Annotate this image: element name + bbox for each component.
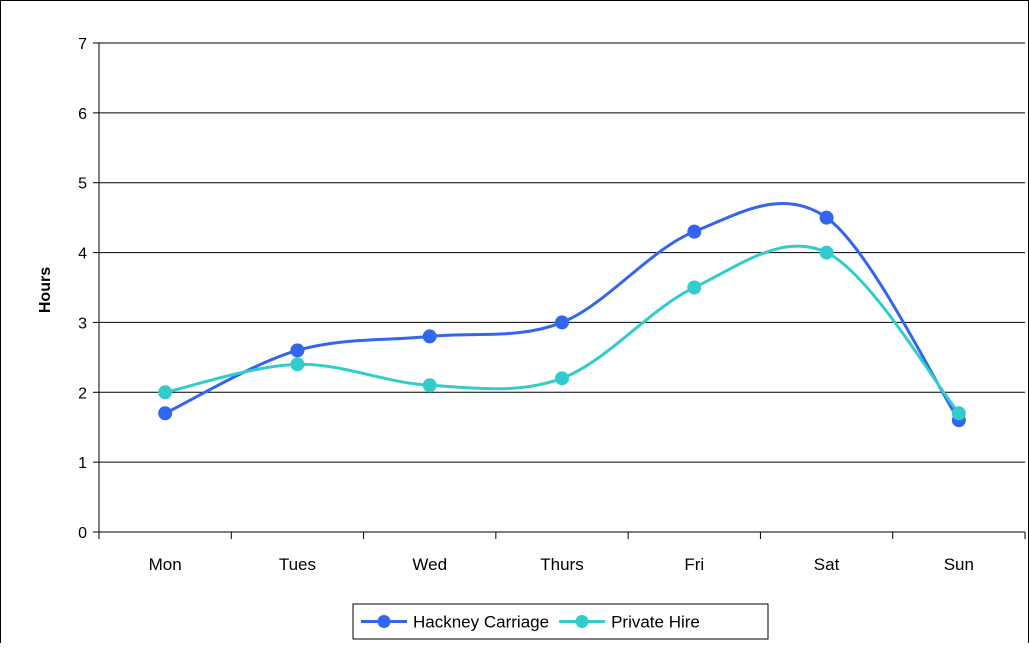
x-tick-label: Sat	[814, 555, 840, 574]
x-tick-label: Fri	[684, 555, 704, 574]
legend-label-hackney-carriage: Hackney Carriage	[413, 613, 549, 632]
data-point-private-hire	[158, 385, 173, 400]
data-point-private-hire	[951, 406, 966, 421]
data-point-private-hire	[555, 371, 569, 386]
y-axis-title: Hours	[37, 267, 54, 313]
data-point-hackney-carriage	[158, 406, 173, 421]
y-tick-label: 5	[78, 176, 87, 193]
legend-label-private-hire: Private Hire	[611, 613, 700, 632]
data-point-hackney-carriage	[555, 315, 569, 330]
x-tick-label: Wed	[412, 555, 447, 574]
x-tick-label: Mon	[149, 555, 182, 574]
y-tick-label: 3	[78, 315, 87, 332]
data-point-private-hire	[422, 378, 437, 393]
legend-marker-private-hire	[575, 615, 589, 628]
data-point-private-hire	[687, 280, 702, 295]
axis-labels: 0 1 2 3 4 5 6 7 Mon Tues Wed Thurs Fri Sat Sun	[78, 36, 974, 574]
x-tick-label: Tues	[279, 555, 316, 574]
data-point-hackney-carriage	[422, 329, 437, 344]
x-tick-label: Sun	[944, 555, 974, 574]
axes	[93, 42, 1026, 539]
y-tick-label: 0	[78, 525, 87, 542]
x-tick-label: Thurs	[540, 555, 583, 574]
y-tick-label: 6	[78, 106, 87, 123]
data-point-hackney-carriage	[687, 224, 702, 239]
legend-marker-hackney-carriage	[377, 615, 391, 628]
data-point-hackney-carriage	[290, 343, 305, 358]
data-point-hackney-carriage	[819, 210, 834, 225]
series-private-hire	[158, 244, 966, 421]
y-tick-label: 2	[78, 385, 87, 402]
data-point-private-hire	[819, 245, 834, 260]
series-lines	[158, 201, 966, 428]
data-point-private-hire	[290, 357, 305, 372]
legend: Hackney Carriage Private Hire	[352, 603, 769, 640]
y-tick-label: 7	[78, 36, 87, 53]
y-tick-label: 1	[78, 455, 87, 472]
y-tick-label: 4	[78, 246, 87, 263]
